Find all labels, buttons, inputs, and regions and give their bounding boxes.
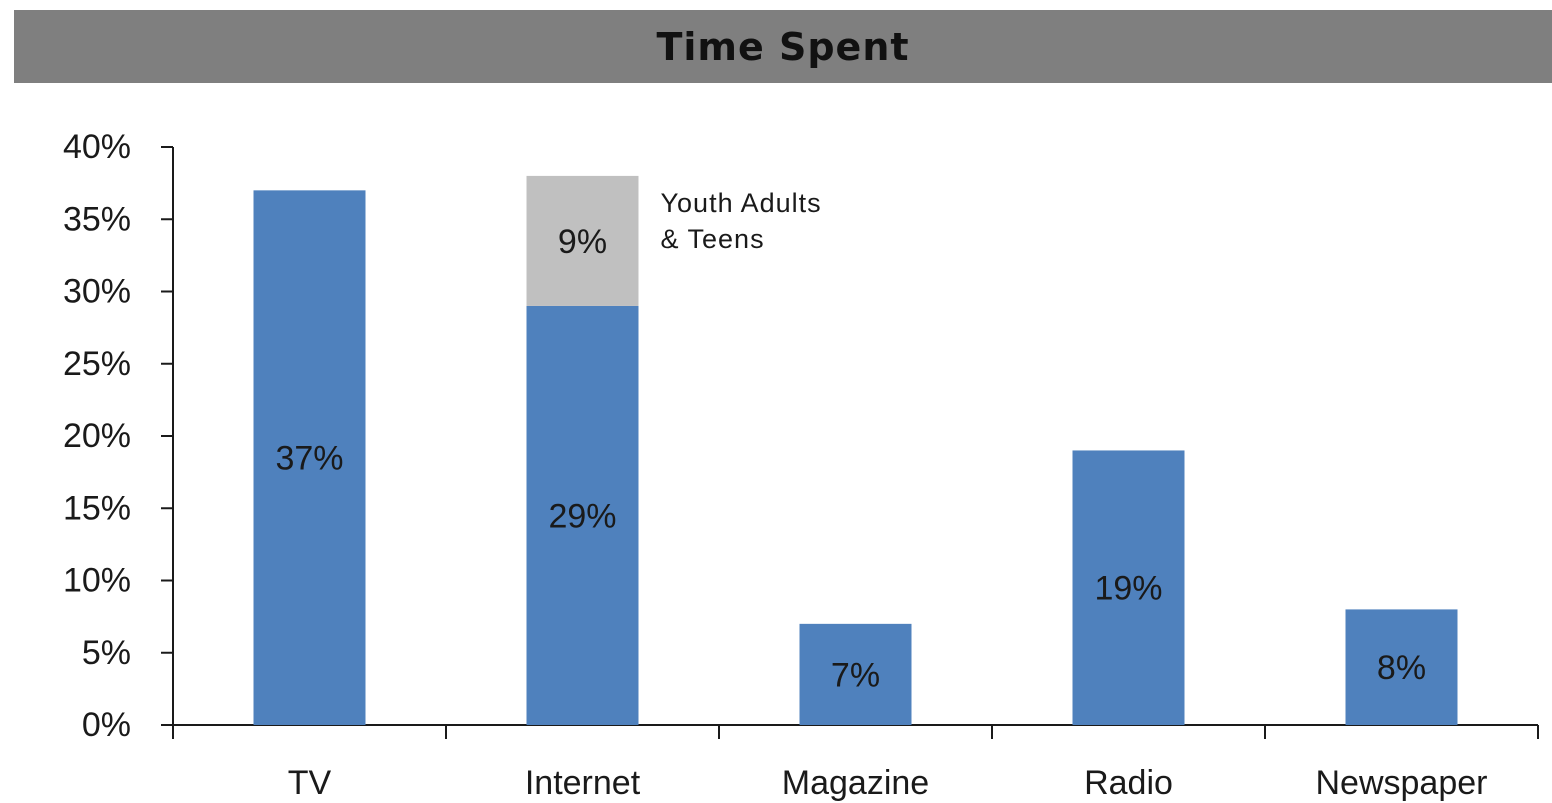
bar-internet [526, 305, 639, 725]
bar-value-label: 37% [275, 440, 343, 478]
annotation-text: & Teens [661, 224, 765, 254]
chart-title: Time Spent [656, 24, 910, 69]
y-tick-label: 20% [63, 417, 131, 455]
x-category-label: Internet [525, 764, 641, 802]
bar-value-label: 8% [1377, 649, 1426, 687]
x-category-label: Magazine [782, 764, 929, 802]
bar-radio [1072, 450, 1185, 725]
bar-value-label: 29% [548, 497, 616, 535]
annotation-text: Youth Adults [661, 188, 822, 218]
x-category-label: Radio [1084, 764, 1173, 802]
y-tick-label: 15% [63, 489, 131, 527]
y-tick-label: 0% [82, 706, 131, 744]
y-tick-label: 40% [63, 128, 131, 166]
y-tick-label: 35% [63, 200, 131, 238]
bar-tv [253, 190, 366, 726]
bar-value-label: 9% [558, 223, 607, 261]
chart-title-bar: Time Spent [14, 10, 1552, 83]
bar-magazine [799, 623, 912, 725]
bar-internet-stack-1 [526, 175, 639, 306]
bar-newspaper [1345, 609, 1458, 725]
y-tick-label: 25% [63, 345, 131, 383]
y-tick-label: 10% [63, 562, 131, 600]
y-tick-label: 5% [82, 634, 131, 672]
bar-value-label: 19% [1094, 570, 1162, 608]
bar-value-label: 7% [831, 656, 880, 694]
x-category-label: TV [288, 764, 332, 802]
y-tick-label: 30% [63, 273, 131, 311]
x-category-label: Newspaper [1316, 764, 1488, 802]
